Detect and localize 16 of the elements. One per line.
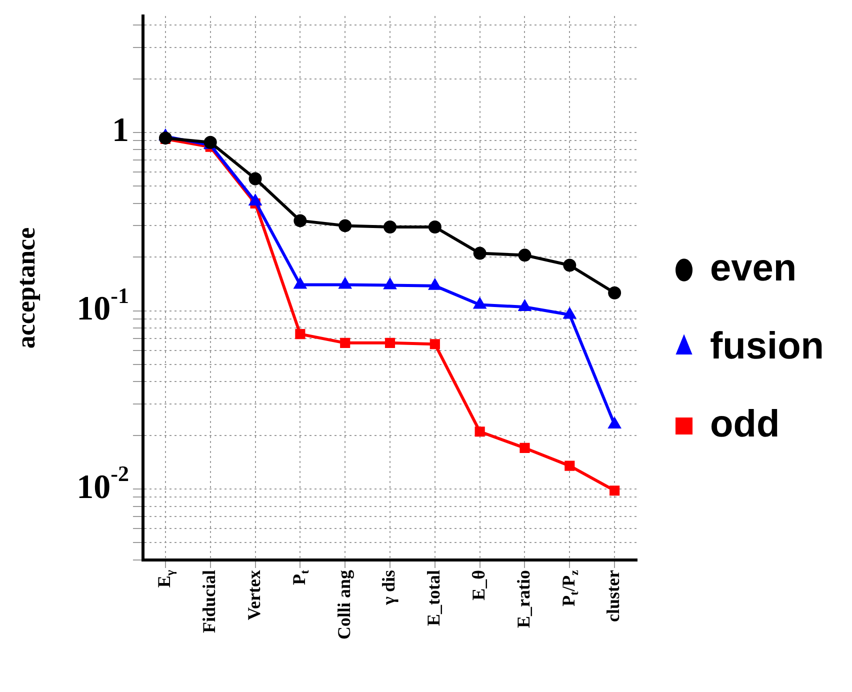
legend-label: odd (710, 403, 780, 446)
x-tick-label: Fiducial (199, 570, 220, 634)
y-axis-title: acceptance (11, 227, 40, 349)
x-tick-label: E_θ (468, 570, 488, 600)
x-tick-label: Colli ang (334, 570, 354, 640)
legend-label: even (710, 247, 797, 290)
x-tick-label: E_total (424, 570, 444, 626)
legend-label: fusion (710, 325, 824, 368)
x-tick-label: Vertex (244, 570, 264, 620)
y-tick-label: 1 (112, 112, 129, 150)
x-tick-label: γ dis (378, 570, 399, 606)
x-tick-label: Eγ (154, 570, 177, 588)
x-tick-label: cluster (603, 570, 624, 622)
x-tick-label: Pt/Pz (558, 569, 582, 606)
x-tick-label: E_ratio (513, 570, 534, 628)
x-tick-label: Pt (288, 570, 312, 585)
